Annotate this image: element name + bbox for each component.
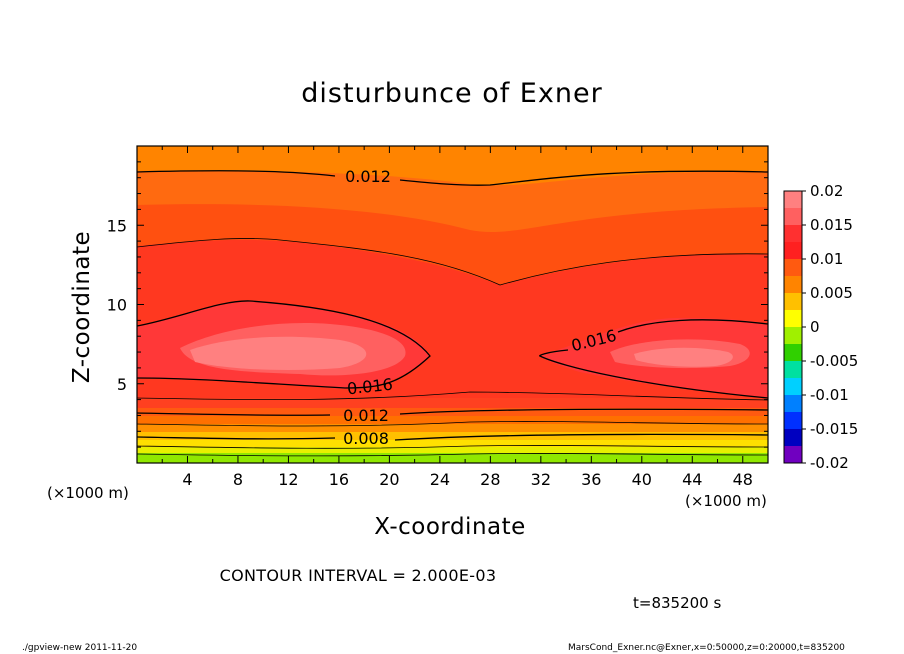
contour-0.016-right [539, 319, 768, 399]
x-tick-label: 28 [480, 470, 500, 489]
band-low-8 [137, 453, 768, 463]
colorbar-label: -0.01 [810, 386, 849, 404]
colorbar-swatch [784, 429, 802, 447]
x-tick-label: 32 [531, 470, 551, 489]
band-0.019 [190, 336, 367, 370]
colorbar: 0.02 0.015 0.01 0.005 0 -0.005 -0.01 -0.015 -0.0… [783, 182, 858, 472]
y-axis-label: Z-coordinate [69, 230, 95, 384]
contour-0.012-top [137, 170, 768, 186]
colorbar-label: 0 [810, 318, 820, 336]
colorbar-label: 0.01 [810, 250, 843, 268]
contour-0.016-left [137, 300, 431, 389]
colorbar-label: 0.02 [810, 182, 843, 200]
contour-0.014-top [137, 238, 768, 286]
contour-label-0.012-top: 0.012 [345, 167, 391, 186]
colorbar-label: 0.015 [810, 216, 853, 234]
contour-0.012-low [137, 408, 768, 416]
contour-0.004-low [137, 452, 768, 457]
colorbar-swatch [784, 378, 802, 396]
contour-label-0.016-left: 0.016 [346, 375, 394, 399]
contour-0.014-low [137, 391, 768, 401]
x-tick-label: 16 [329, 470, 349, 489]
y-tick-label: 10 [107, 296, 127, 315]
contour-lines [137, 170, 768, 457]
colorbar-swatch [784, 208, 802, 226]
footer-left: ./gpview-new 2011-11-20 [22, 643, 138, 653]
colorbar-label: -0.015 [810, 420, 858, 438]
colorbar-swatch [784, 395, 802, 413]
colorbar-swatch [784, 446, 802, 464]
band-low-3 [137, 416, 768, 424]
y-tick-label: 5 [117, 375, 127, 394]
x-tick-label: 12 [278, 470, 298, 489]
footer-right: MarsCond_Exner.nc@Exner,x=0:50000,z=0:20… [568, 643, 845, 653]
colorbar-swatch [784, 327, 802, 345]
y-axis-unit: (×1000 m) [47, 484, 129, 502]
contour-0.010-low [137, 421, 768, 427]
colorbar-swatch [784, 344, 802, 362]
band-low-7 [137, 447, 768, 453]
colorbar-swatch [784, 276, 802, 294]
chart-title: disturbunce of Exner [301, 78, 603, 109]
y-tick-label: 15 [107, 216, 127, 235]
time-label: t=835200 s [633, 594, 722, 612]
x-axis-label: X-coordinate [374, 514, 526, 540]
x-tick-label: 40 [632, 470, 652, 489]
contour-interval: CONTOUR INTERVAL = 2.000E-03 [219, 566, 497, 585]
x-tick-label: 48 [733, 470, 753, 489]
band-low-5 [137, 432, 768, 440]
band-0.019-right [634, 347, 733, 367]
band-low-6 [137, 440, 768, 447]
x-axis-ticks: 4 8 12 16 20 24 28 32 36 40 44 48 [161, 146, 769, 489]
contour-field [137, 146, 768, 463]
band-low-1 [137, 398, 768, 408]
contour-label-0.012-low: 0.012 [343, 406, 389, 425]
colorbar-swatch [784, 361, 802, 379]
x-tick-label: 24 [430, 470, 450, 489]
colorbar-swatch [784, 225, 802, 243]
colorbar-swatch [784, 310, 802, 328]
x-tick-label: 20 [379, 470, 399, 489]
x-tick-label: 44 [682, 470, 702, 489]
colorbar-swatch [784, 259, 802, 277]
contour-0.006-low [137, 444, 768, 449]
colorbar-swatch [784, 191, 802, 209]
x-tick-label: 36 [581, 470, 601, 489]
colorbar-swatch [784, 412, 802, 430]
x-axis-unit: (×1000 m) [685, 492, 767, 510]
x-tick-label: 8 [233, 470, 243, 489]
contour-label-0.008-low: 0.008 [343, 429, 389, 448]
colorbar-label: -0.02 [810, 454, 849, 472]
band-low-4 [137, 424, 768, 432]
colorbar-swatch [784, 293, 802, 311]
colorbar-swatch [784, 242, 802, 260]
contour-0.008-low [137, 433, 768, 441]
x-tick-label: 4 [182, 470, 192, 489]
colorbar-label: -0.005 [810, 352, 858, 370]
y-axis-ticks: 5 10 15 [107, 161, 768, 448]
colorbar-label: 0.005 [810, 284, 853, 302]
